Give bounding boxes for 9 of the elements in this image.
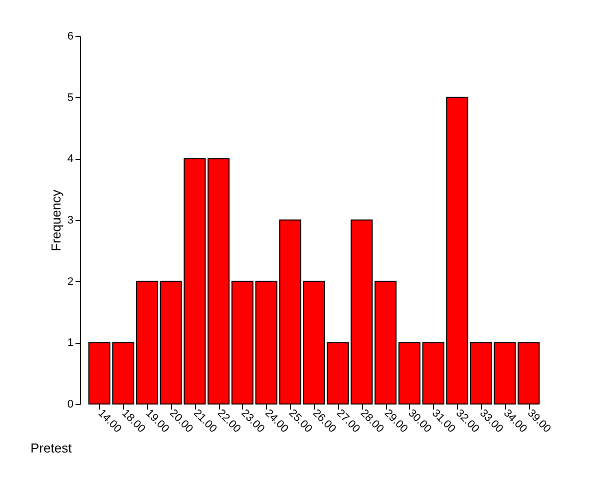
y-tick-label: 3 [67, 214, 74, 226]
y-axis-title: Frequency [48, 189, 64, 252]
y-tick-label: 5 [67, 92, 74, 104]
x-axis-title: Pretest [30, 440, 72, 456]
y-tick-label: 2 [67, 276, 74, 288]
y-tick-label: 4 [67, 153, 74, 166]
y-tick-label: 0 [67, 398, 74, 410]
y-tick-label: 1 [67, 337, 74, 350]
y-tick-label: 6 [67, 30, 74, 42]
